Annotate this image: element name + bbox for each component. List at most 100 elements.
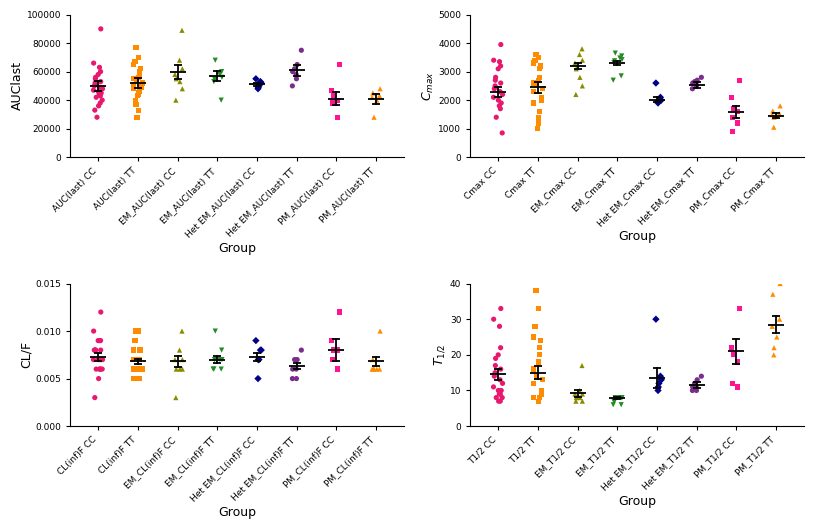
Point — [530, 286, 543, 295]
Point — [493, 322, 506, 331]
Point — [127, 84, 140, 93]
Point — [488, 82, 501, 90]
Point — [295, 346, 308, 355]
Point — [575, 361, 588, 370]
Point — [326, 355, 339, 364]
Point — [331, 113, 344, 121]
Point — [253, 82, 266, 90]
Point — [169, 70, 182, 79]
Point — [208, 355, 221, 364]
Point — [493, 87, 506, 96]
Point — [490, 113, 503, 121]
Point — [493, 376, 506, 384]
Point — [96, 355, 109, 364]
Point — [527, 379, 540, 387]
Point — [573, 386, 586, 395]
Point — [325, 337, 338, 345]
Point — [286, 82, 299, 90]
Point — [135, 365, 148, 373]
Point — [609, 49, 622, 57]
Point — [487, 315, 500, 323]
Point — [690, 376, 703, 384]
Point — [615, 393, 628, 402]
Point — [170, 393, 183, 402]
Point — [731, 383, 744, 391]
Point — [175, 327, 188, 335]
Point — [535, 386, 548, 395]
Point — [532, 113, 545, 121]
Point — [370, 365, 383, 373]
Point — [488, 368, 501, 377]
Point — [253, 355, 266, 364]
Point — [570, 90, 583, 99]
Point — [366, 365, 379, 373]
Point — [654, 93, 667, 102]
Point — [127, 80, 140, 89]
Point — [534, 61, 547, 70]
Point — [533, 107, 546, 116]
Point — [608, 397, 621, 405]
Point — [214, 355, 227, 364]
Point — [129, 337, 142, 345]
Point — [495, 386, 508, 395]
Point — [88, 106, 101, 114]
Point — [133, 374, 146, 383]
Point — [767, 123, 780, 131]
Point — [135, 365, 148, 373]
Point — [533, 351, 546, 359]
Point — [606, 401, 619, 409]
Point — [127, 75, 140, 83]
Point — [134, 365, 148, 373]
Y-axis label: CL/F: CL/F — [20, 341, 33, 368]
Point — [615, 56, 628, 64]
Point — [770, 112, 783, 120]
Point — [132, 106, 145, 114]
Point — [765, 110, 778, 119]
Point — [252, 355, 265, 364]
Point — [133, 67, 146, 76]
X-axis label: Group: Group — [618, 231, 656, 243]
Point — [688, 379, 701, 387]
Point — [289, 70, 302, 79]
Point — [95, 346, 108, 355]
Point — [325, 86, 338, 94]
Point — [615, 52, 628, 60]
Point — [331, 346, 344, 355]
Point — [733, 304, 746, 313]
Point — [173, 346, 186, 355]
Point — [495, 99, 508, 107]
Point — [94, 99, 107, 107]
Point — [93, 365, 106, 373]
Point — [209, 56, 222, 65]
Point — [489, 361, 502, 370]
Point — [574, 73, 587, 82]
Point — [494, 343, 507, 352]
Point — [373, 92, 386, 100]
Point — [531, 125, 544, 133]
Point — [650, 315, 663, 323]
Point — [132, 374, 145, 383]
Point — [615, 72, 628, 80]
Point — [768, 113, 781, 121]
Point — [254, 346, 267, 355]
Point — [487, 56, 500, 65]
Point — [373, 327, 386, 335]
Point — [88, 346, 101, 355]
Point — [614, 393, 627, 402]
Point — [615, 393, 628, 402]
Point — [288, 65, 301, 73]
Point — [135, 79, 148, 87]
Point — [531, 304, 544, 313]
Point — [176, 84, 189, 93]
Point — [327, 346, 340, 355]
Point — [614, 54, 627, 62]
Point — [132, 73, 145, 82]
Point — [689, 383, 703, 391]
Point — [615, 401, 628, 409]
Point — [496, 129, 509, 137]
Point — [726, 113, 739, 121]
Point — [770, 333, 783, 341]
Point — [686, 79, 699, 87]
Point — [654, 96, 667, 104]
Point — [249, 75, 262, 83]
